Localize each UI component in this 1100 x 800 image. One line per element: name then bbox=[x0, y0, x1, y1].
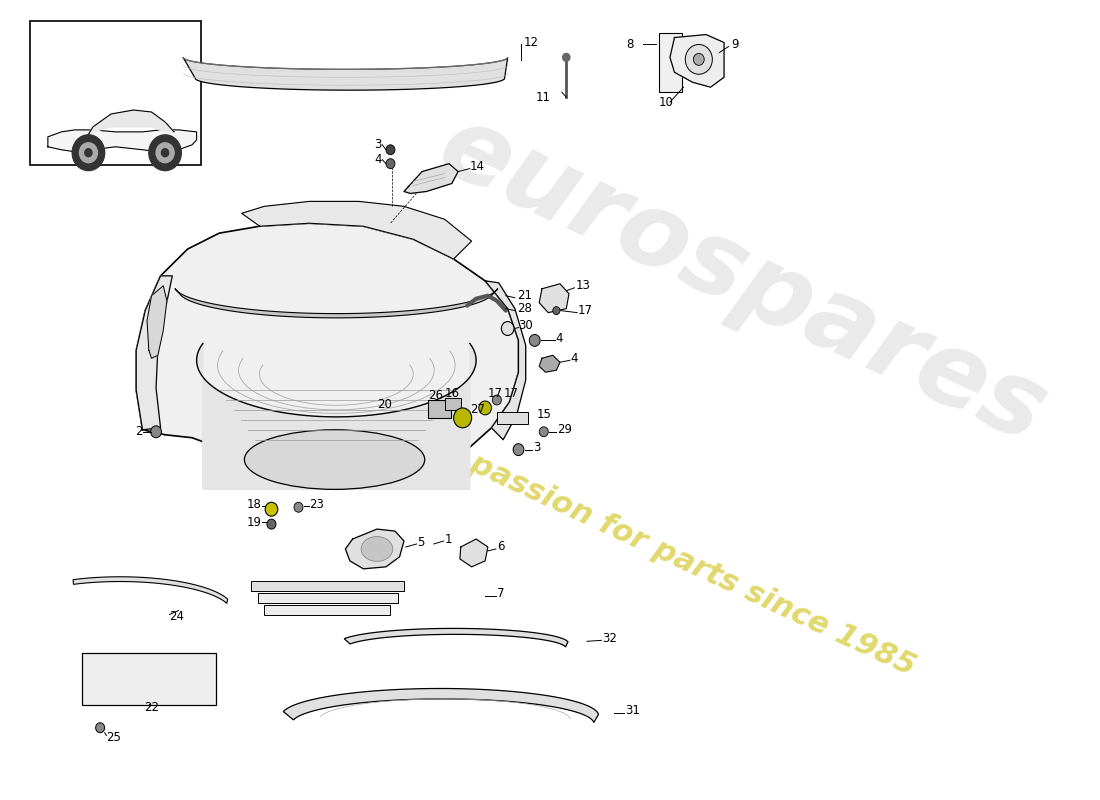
Text: 3: 3 bbox=[532, 441, 540, 454]
Text: 25: 25 bbox=[107, 731, 121, 744]
Text: 1: 1 bbox=[444, 533, 452, 546]
Text: 31: 31 bbox=[625, 704, 640, 718]
Circle shape bbox=[151, 426, 162, 438]
Text: 7: 7 bbox=[497, 587, 505, 600]
Text: 26: 26 bbox=[428, 389, 443, 402]
Circle shape bbox=[156, 142, 174, 162]
Text: 22: 22 bbox=[144, 702, 159, 714]
Ellipse shape bbox=[361, 537, 393, 562]
Circle shape bbox=[529, 334, 540, 346]
Bar bbox=[428, 400, 451, 418]
Text: 11: 11 bbox=[536, 90, 551, 104]
Polygon shape bbox=[84, 110, 174, 142]
Circle shape bbox=[386, 158, 395, 169]
Text: eurospares: eurospares bbox=[422, 96, 1062, 466]
Circle shape bbox=[478, 401, 492, 415]
Text: 16: 16 bbox=[444, 386, 460, 399]
Polygon shape bbox=[539, 284, 569, 313]
Circle shape bbox=[79, 142, 98, 162]
Ellipse shape bbox=[244, 430, 425, 490]
Circle shape bbox=[73, 135, 104, 170]
Bar bbox=[444, 398, 461, 410]
Circle shape bbox=[502, 322, 514, 335]
Text: 2: 2 bbox=[135, 426, 143, 438]
Circle shape bbox=[693, 54, 704, 66]
Polygon shape bbox=[175, 289, 498, 318]
Text: 4: 4 bbox=[571, 352, 579, 365]
Text: 13: 13 bbox=[575, 279, 591, 292]
Polygon shape bbox=[183, 58, 508, 90]
Text: 4: 4 bbox=[556, 332, 563, 345]
Circle shape bbox=[563, 54, 570, 62]
Circle shape bbox=[265, 502, 278, 516]
Polygon shape bbox=[344, 629, 568, 647]
Text: 4: 4 bbox=[374, 153, 382, 166]
Text: 17: 17 bbox=[487, 386, 503, 399]
Polygon shape bbox=[136, 223, 518, 479]
Circle shape bbox=[453, 408, 472, 428]
Bar bbox=[82, 654, 216, 705]
Text: 15: 15 bbox=[537, 408, 551, 422]
Polygon shape bbox=[242, 202, 472, 259]
Circle shape bbox=[386, 145, 395, 154]
Polygon shape bbox=[539, 355, 560, 372]
Circle shape bbox=[294, 502, 302, 512]
Circle shape bbox=[85, 149, 92, 157]
Bar bbox=[659, 33, 682, 92]
Bar bbox=[251, 581, 404, 590]
Circle shape bbox=[553, 306, 560, 314]
Circle shape bbox=[96, 722, 104, 733]
Polygon shape bbox=[404, 164, 458, 194]
Text: 29: 29 bbox=[558, 423, 572, 436]
Polygon shape bbox=[147, 286, 167, 358]
Polygon shape bbox=[73, 577, 228, 603]
Text: 3: 3 bbox=[374, 138, 382, 151]
Polygon shape bbox=[485, 281, 526, 440]
Polygon shape bbox=[197, 343, 476, 490]
Text: 19: 19 bbox=[246, 516, 262, 529]
Polygon shape bbox=[670, 34, 724, 87]
Text: 5: 5 bbox=[418, 535, 425, 549]
Circle shape bbox=[493, 395, 502, 405]
Text: 28: 28 bbox=[517, 302, 531, 315]
Text: 18: 18 bbox=[246, 498, 262, 510]
Bar bbox=[257, 593, 398, 602]
Bar bbox=[30, 21, 201, 165]
Circle shape bbox=[267, 519, 276, 529]
Circle shape bbox=[685, 45, 713, 74]
Bar bbox=[497, 412, 528, 424]
Circle shape bbox=[513, 444, 524, 456]
Polygon shape bbox=[284, 689, 598, 722]
Text: 27: 27 bbox=[470, 403, 485, 417]
Text: 8: 8 bbox=[627, 38, 634, 51]
Polygon shape bbox=[136, 276, 173, 430]
Text: 9: 9 bbox=[732, 38, 739, 51]
Text: 17: 17 bbox=[578, 304, 593, 317]
Bar bbox=[264, 605, 390, 614]
Text: 14: 14 bbox=[470, 160, 485, 173]
Text: 6: 6 bbox=[497, 541, 505, 554]
Circle shape bbox=[162, 149, 168, 157]
Text: 20: 20 bbox=[377, 398, 392, 411]
Polygon shape bbox=[345, 529, 404, 569]
Text: 10: 10 bbox=[659, 95, 674, 109]
Text: 32: 32 bbox=[603, 632, 617, 645]
Circle shape bbox=[539, 427, 548, 437]
Text: 23: 23 bbox=[309, 498, 324, 510]
Polygon shape bbox=[460, 539, 487, 567]
Text: a passion for parts since 1985: a passion for parts since 1985 bbox=[438, 436, 921, 682]
Text: 12: 12 bbox=[524, 36, 539, 49]
Text: 17: 17 bbox=[504, 386, 519, 399]
Polygon shape bbox=[48, 130, 197, 152]
Text: 24: 24 bbox=[169, 610, 185, 623]
Circle shape bbox=[148, 135, 182, 170]
Text: 30: 30 bbox=[518, 319, 534, 332]
Text: 21: 21 bbox=[517, 290, 531, 302]
